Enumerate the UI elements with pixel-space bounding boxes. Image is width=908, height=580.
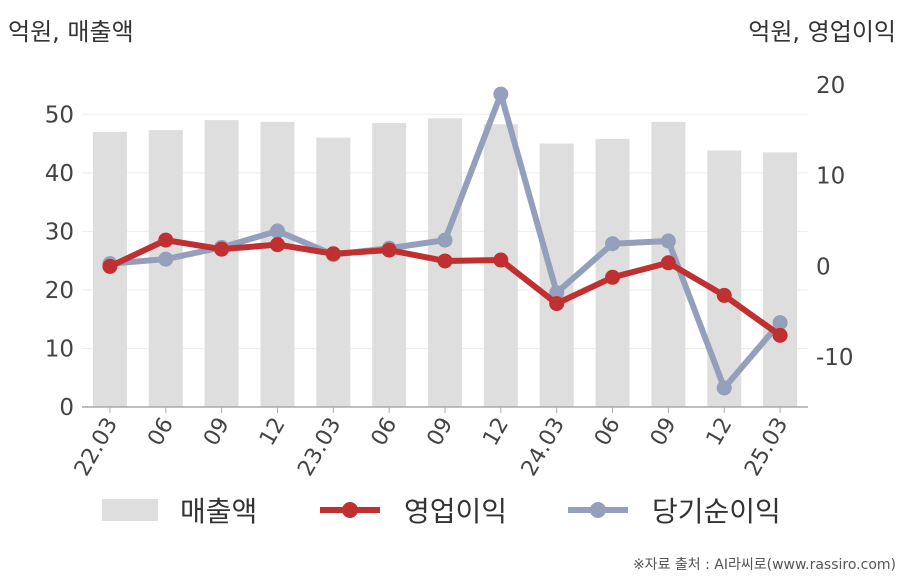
legend-item-net-income: 당기순이익	[566, 490, 781, 530]
point-net-income	[772, 315, 788, 331]
legend-label-net-income: 당기순이익	[652, 495, 781, 528]
legend-label-sales: 매출액	[180, 495, 258, 528]
bar-sales	[707, 150, 742, 407]
left-axis-tick-label: 30	[45, 219, 74, 245]
left-axis-tick-label: 10	[45, 336, 74, 362]
left-axis-unit: 억원, 매출액	[8, 18, 134, 46]
point-net-income	[549, 285, 565, 301]
legend-label-operating-profit: 영업이익	[404, 495, 508, 528]
x-axis-tick-label: 06	[590, 414, 626, 451]
right-axis-unit: 억원, 영업이익	[748, 18, 896, 46]
point-operating-profit	[381, 242, 397, 258]
chart-legend: 매출액 영업이익 당기순이익	[0, 490, 908, 540]
bar-sales	[763, 152, 798, 407]
x-axis-tick-label: 24.03	[517, 414, 570, 481]
point-net-income	[269, 223, 285, 239]
right-axis-tick-label: 0	[816, 254, 831, 280]
bar-sales	[148, 130, 183, 407]
point-operating-profit	[214, 241, 230, 257]
point-operating-profit	[772, 327, 788, 343]
bar-sales	[539, 143, 574, 407]
point-operating-profit	[158, 232, 174, 248]
x-axis-tick-label: 06	[367, 414, 403, 451]
x-axis-tick-label: 09	[646, 414, 682, 451]
x-axis-tick-label: 23.03	[293, 414, 346, 481]
right-axis-tick-label: -10	[816, 345, 854, 371]
point-net-income	[605, 236, 621, 252]
left-axis-tick-label: 20	[45, 278, 74, 304]
point-operating-profit	[549, 296, 565, 312]
legend-swatch-net-income	[568, 502, 628, 518]
bar-sales	[204, 120, 239, 408]
x-axis-tick-label: 09	[199, 414, 235, 451]
point-net-income	[158, 251, 174, 267]
x-axis-tick-label: 22.03	[70, 414, 123, 481]
point-net-income	[716, 380, 732, 396]
point-operating-profit	[716, 287, 732, 303]
point-operating-profit	[605, 269, 621, 285]
point-net-income	[660, 233, 676, 249]
legend-item-sales: 매출액	[102, 490, 257, 530]
bar-sales	[372, 123, 407, 408]
right-axis-tick-label: 20	[816, 73, 845, 99]
left-axis-tick-label: 0	[59, 395, 74, 421]
point-operating-profit	[325, 246, 341, 262]
legend-swatch-operating-profit	[320, 502, 380, 518]
x-axis-tick-label: 12	[255, 414, 291, 451]
bar-sales	[260, 121, 295, 407]
x-axis-tick-label: 06	[143, 414, 179, 451]
point-operating-profit	[493, 252, 509, 268]
point-net-income	[493, 86, 509, 102]
left-axis-tick-label: 50	[45, 102, 74, 128]
x-axis-tick-label: 12	[478, 414, 514, 451]
point-operating-profit	[269, 237, 285, 253]
source-note: ※자료 출처 : AI라씨로(www.rassiro.com)	[632, 557, 896, 573]
point-operating-profit	[660, 255, 676, 271]
legend-swatch-sales	[102, 499, 158, 521]
x-axis-tick-label: 09	[423, 414, 459, 451]
x-axis-tick-label: 25.03	[740, 414, 793, 481]
legend-item-operating-profit: 영업이익	[318, 490, 507, 530]
point-operating-profit	[102, 258, 118, 274]
left-axis-tick-label: 40	[45, 161, 74, 187]
point-operating-profit	[437, 253, 453, 269]
right-axis-tick-label: 10	[816, 164, 845, 190]
bar-sales	[316, 137, 351, 407]
point-net-income	[437, 232, 453, 248]
x-axis-tick-label: 12	[702, 414, 738, 451]
